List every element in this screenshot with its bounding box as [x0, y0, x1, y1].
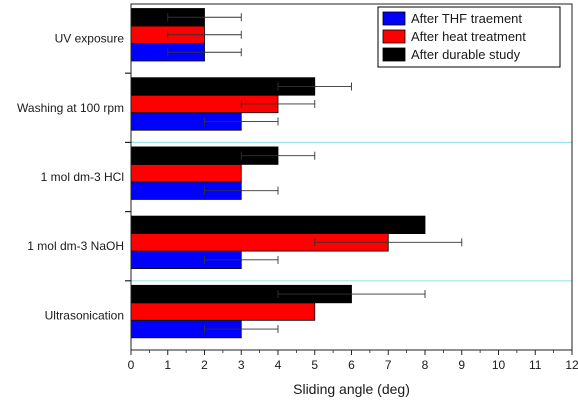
legend-swatch [382, 47, 406, 62]
legend-swatch [382, 11, 406, 26]
x-tick-label: 7 [385, 358, 392, 372]
legend: After THF traement After heat treatment Af… [377, 6, 561, 68]
legend-label: After heat treatment [411, 29, 526, 44]
x-axis-title: Sliding angle (deg) [293, 381, 410, 397]
x-tick-label: 1 [164, 358, 171, 372]
bar [130, 302, 316, 321]
x-tick-label: 12 [565, 358, 578, 372]
legend-label: After durable study [411, 47, 521, 62]
error-bars [167, 13, 463, 334]
x-tick-label: 8 [422, 358, 429, 372]
bar [130, 215, 426, 235]
x-tick-label: 5 [311, 358, 318, 372]
x-tick-label: 0 [128, 358, 135, 372]
legend-box [377, 6, 561, 68]
category-label: 1 mol dm-3 NaOH [27, 239, 124, 253]
x-tick-label: 4 [275, 358, 282, 372]
category-label: UV exposure [55, 32, 125, 46]
x-tick-label: 3 [238, 358, 245, 372]
category-label: Ultrasonication [45, 308, 124, 322]
category-separators [131, 141, 572, 282]
x-tick-label: 10 [492, 358, 506, 372]
category-label: 1 mol dm-3 HCl [41, 170, 124, 184]
x-tick-label: 2 [201, 358, 208, 372]
legend-swatch [382, 29, 406, 44]
category-label: Washing at 100 rpm [17, 101, 124, 115]
legend-label: After THF traement [411, 11, 522, 26]
y-axis: UV exposure Washing at 100 rpm 1 mol dm-3 … [17, 32, 131, 322]
bar [130, 163, 242, 183]
x-tick-label: 9 [458, 358, 465, 372]
x-tick-label: 11 [529, 358, 542, 372]
x-tick-label: 6 [348, 358, 355, 372]
x-axis: 0 1 2 3 4 5 6 7 8 9 10 11 12 [128, 350, 578, 372]
